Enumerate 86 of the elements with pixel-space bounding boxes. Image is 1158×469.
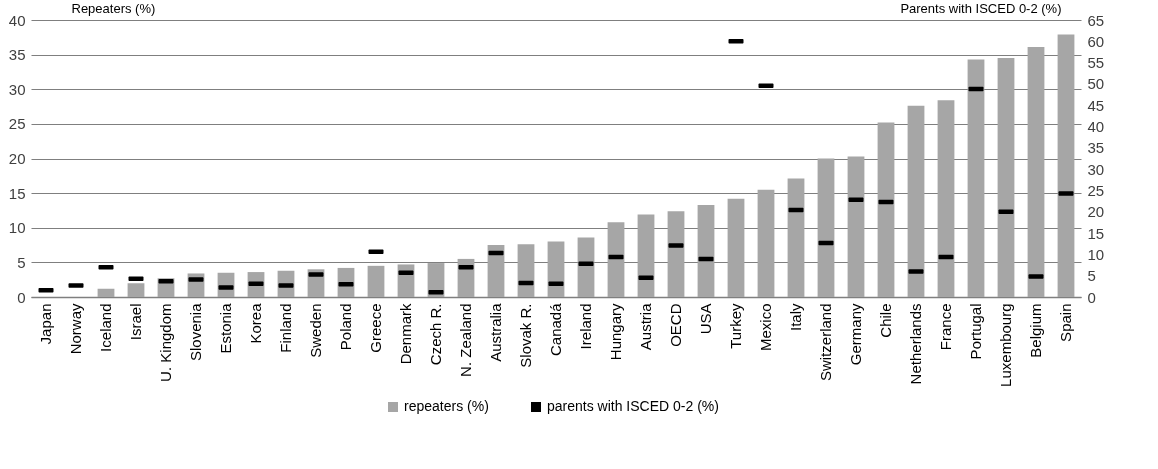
x-tick-label: Estonia (217, 302, 234, 354)
bar (847, 156, 865, 297)
legend-label: parents with ISCED 0-2 (%) (547, 398, 719, 414)
y2-tick-label: 60 (1087, 32, 1105, 50)
x-tick-label: Germany (847, 303, 864, 366)
x-tick-label: Chile (877, 303, 894, 338)
y2-tick-label: 15 (1087, 224, 1105, 242)
bar (487, 245, 505, 297)
bar (577, 237, 595, 297)
y2-tick-label: 55 (1087, 54, 1105, 72)
x-tick-label: N. Zealand (457, 303, 474, 377)
x-tick-label: Israel (127, 303, 144, 341)
y-tick-label: 10 (8, 219, 26, 237)
y2-tick-label: 25 (1087, 181, 1105, 199)
bar (787, 178, 805, 297)
y2-tick-label: 0 (1087, 288, 1096, 306)
x-tick-label: Japan (37, 303, 54, 345)
y-tick-label: 30 (8, 80, 26, 98)
bar (127, 283, 145, 297)
bar (997, 58, 1015, 297)
x-tick-label: Canadá (547, 302, 564, 357)
x-tick-label: Italy (787, 303, 804, 332)
y-tick-label: 35 (8, 46, 26, 64)
x-tick-label: Finland (277, 303, 294, 353)
legend-label: repeaters (%) (404, 398, 489, 414)
y2-tick-label: 10 (1087, 245, 1105, 263)
bar (727, 198, 745, 297)
bar (907, 105, 925, 297)
bar (937, 100, 955, 297)
x-tick-label: Netherlands (907, 303, 924, 385)
x-tick-label: Czech R. (427, 303, 444, 366)
x-tick-label: Switzerland (817, 303, 834, 382)
bar (607, 222, 625, 297)
bar (697, 204, 715, 297)
x-tick-label: Norway (67, 303, 84, 355)
x-tick-label: USA (697, 303, 714, 335)
bar (97, 288, 115, 297)
bar (667, 211, 685, 297)
y2-tick-label: 35 (1087, 139, 1105, 157)
y-tick-label: 40 (8, 11, 26, 29)
y2-tick-label: 45 (1087, 96, 1105, 114)
bar (817, 158, 835, 297)
bar (877, 122, 895, 297)
y2-tick-label: 20 (1087, 203, 1105, 221)
y-tick-label: 25 (8, 115, 26, 133)
y2-tick-label: 40 (1087, 118, 1105, 136)
bar (547, 241, 565, 297)
x-tick-label: Ireland (577, 303, 594, 350)
x-tick-label: Hungary (607, 303, 624, 361)
bar (457, 258, 475, 297)
y-tick-label: 20 (8, 150, 26, 167)
x-tick-label: OECD (667, 303, 684, 347)
bar (1027, 47, 1045, 297)
x-tick-label: Slovenia (187, 302, 204, 362)
x-tick-label: Poland (337, 303, 354, 351)
bar (517, 244, 535, 297)
bar (757, 189, 775, 297)
x-tick-label: Belgium (1027, 303, 1044, 358)
bar (1057, 34, 1075, 297)
x-tick-label: Australia (487, 302, 504, 362)
y-tick-label: 0 (17, 288, 26, 306)
bar (637, 214, 655, 297)
y-axis-title: Repeaters (%) (71, 0, 156, 16)
x-tick-label: Slovak R. (517, 303, 534, 368)
x-tick-label: U. Kingdom (157, 303, 174, 382)
y-tick-label: 5 (17, 253, 26, 271)
x-tick-label: Mexico (757, 303, 774, 352)
x-tick-label: Luxembourg (997, 303, 1014, 387)
y2-axis-title: Parents with ISCED 0-2 (%) (900, 0, 1062, 16)
x-tick-label: Spain (1057, 303, 1074, 342)
y2-tick-label: 5 (1087, 267, 1096, 285)
y-tick-label: 15 (8, 184, 26, 202)
y2-tick-label: 30 (1087, 160, 1105, 178)
y2-tick-label: 50 (1087, 75, 1105, 93)
bar (367, 265, 385, 297)
bar (967, 59, 985, 297)
x-tick-label: Korea (247, 302, 264, 344)
y2-tick-label: 65 (1087, 11, 1105, 29)
x-tick-label: Denmark (397, 303, 414, 365)
x-tick-label: Iceland (97, 303, 114, 352)
x-tick-label: Portugal (967, 303, 984, 360)
x-tick-label: Turkey (727, 303, 744, 349)
x-tick-label: Austria (637, 302, 654, 351)
x-tick-label: France (937, 303, 954, 351)
x-tick-label: Greece (367, 303, 384, 353)
x-tick-label: Sweden (307, 303, 324, 358)
